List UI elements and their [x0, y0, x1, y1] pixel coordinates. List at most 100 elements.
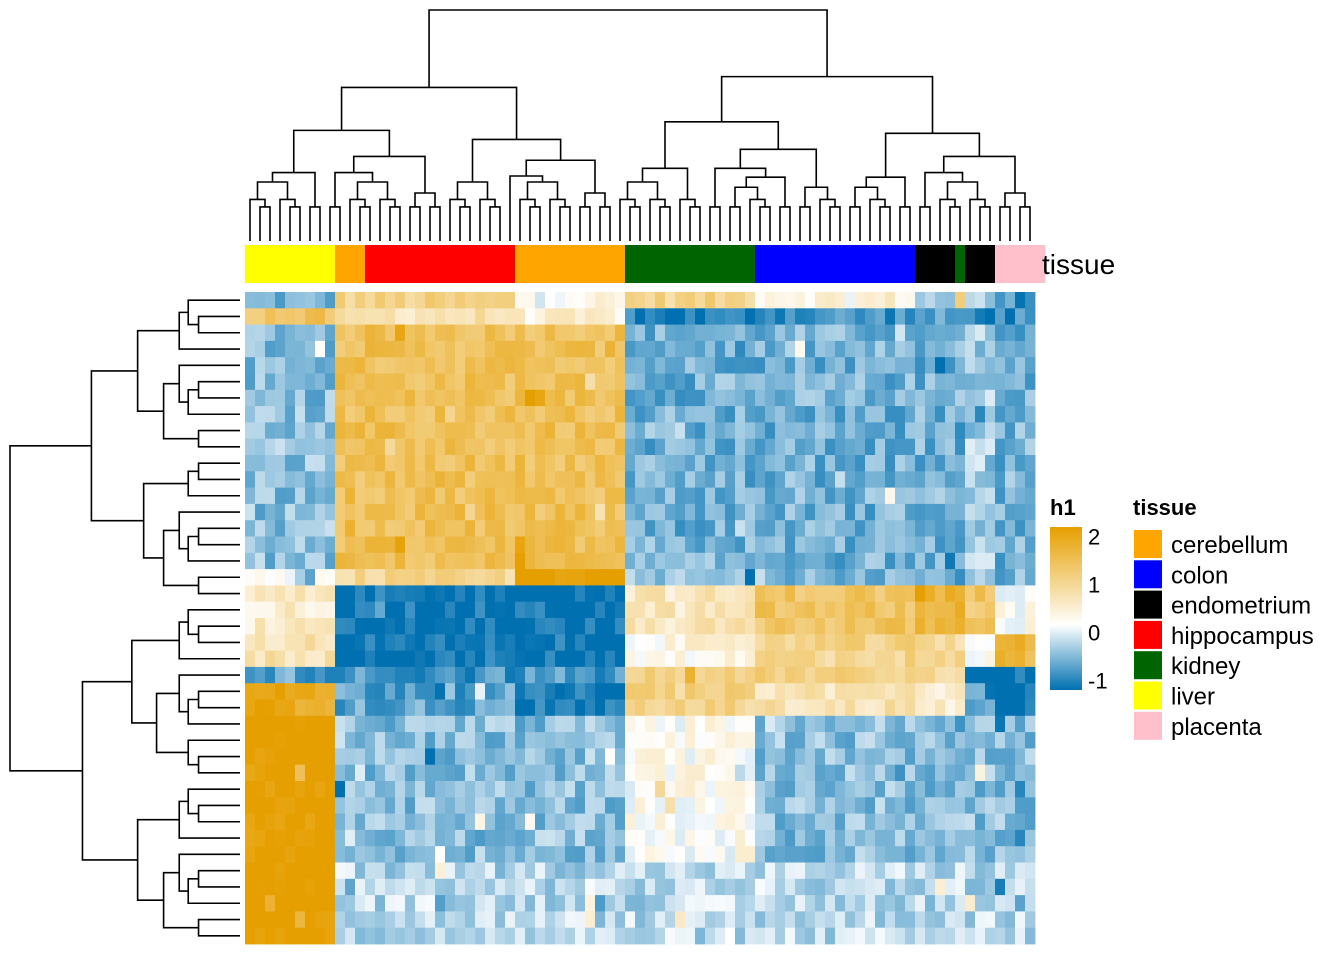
- heatmap-cell: [1005, 650, 1016, 668]
- heatmap-cell: [875, 373, 886, 391]
- heatmap-cell: [245, 895, 256, 912]
- heatmap-cell: [315, 683, 326, 700]
- heatmap-cell: [635, 781, 646, 798]
- heatmap-cell: [355, 552, 366, 570]
- heatmap-cell: [655, 292, 666, 309]
- heatmap-cell: [295, 666, 306, 684]
- heatmap-cell: [575, 618, 586, 635]
- heatmap-cell: [415, 455, 426, 472]
- legend-swatch-placenta: [1134, 711, 1162, 740]
- heatmap-cell: [835, 699, 846, 717]
- heatmap-cell: [365, 406, 376, 423]
- heatmap-cell: [405, 732, 416, 749]
- heatmap-cell: [885, 781, 896, 798]
- heatmap-cell: [695, 503, 706, 521]
- heatmap-cell: [395, 520, 406, 537]
- heatmap-cell: [305, 373, 316, 391]
- heatmap-cell: [305, 862, 316, 880]
- heatmap-cell: [875, 520, 886, 537]
- heatmap-cell: [455, 455, 466, 472]
- heatmap-cell: [635, 324, 646, 342]
- heatmap-cell: [745, 487, 756, 505]
- heatmap-cell: [665, 389, 676, 407]
- heatmap-cell: [335, 715, 346, 733]
- heatmap-cell: [1025, 520, 1036, 537]
- heatmap-cell: [1005, 634, 1016, 651]
- heatmap-cell: [525, 666, 536, 684]
- heatmap-cell: [985, 340, 996, 358]
- heatmap-cell: [295, 585, 306, 603]
- heatmap-cell: [975, 683, 986, 700]
- heatmap-cell: [955, 357, 966, 374]
- heatmap-cell: [385, 585, 396, 603]
- heatmap-cell: [755, 634, 766, 651]
- heatmap-cell: [455, 748, 466, 766]
- heatmap-cell: [245, 618, 256, 635]
- heatmap-cell: [515, 503, 526, 521]
- heatmap-cell: [905, 927, 916, 945]
- heatmap-cell: [795, 324, 806, 342]
- heatmap-cell: [415, 487, 426, 505]
- heatmap-cell: [855, 650, 866, 668]
- heatmap-cell: [665, 455, 676, 472]
- heatmap-cell: [875, 911, 886, 929]
- heatmap-cell: [915, 732, 926, 749]
- heatmap-cell: [445, 552, 456, 570]
- heatmap-cell: [805, 813, 816, 831]
- heatmap-cell: [755, 292, 766, 309]
- heatmap-cell: [495, 569, 506, 586]
- heatmap-cell: [715, 862, 726, 880]
- heatmap-cell: [825, 732, 836, 749]
- heatmap-cell: [375, 650, 386, 668]
- heatmap-cell: [865, 862, 876, 880]
- heatmap-cell: [385, 552, 396, 570]
- heatmap-cell: [645, 927, 656, 945]
- heatmap-cell: [915, 699, 926, 717]
- heatmap-cell: [755, 340, 766, 358]
- heatmap-cell: [1025, 683, 1036, 700]
- heatmap-cell: [395, 308, 406, 325]
- heatmap-cell: [785, 357, 796, 374]
- heatmap-cell: [1015, 715, 1026, 733]
- heatmap-cell: [845, 308, 856, 325]
- heatmap-cell: [425, 895, 436, 912]
- heatmap-cell: [485, 487, 496, 505]
- heatmap-cell: [945, 634, 956, 651]
- heatmap-cell: [445, 829, 456, 847]
- heatmap-cell: [665, 699, 676, 717]
- heatmap-cell: [265, 862, 276, 880]
- heatmap-cell: [375, 764, 386, 782]
- heatmap-cell: [765, 829, 776, 847]
- heatmap-cell: [375, 797, 386, 814]
- heatmap-cell: [625, 927, 636, 945]
- heatmap-cell: [365, 748, 376, 766]
- heatmap-cell: [525, 781, 536, 798]
- heatmap-cell: [345, 650, 356, 668]
- heatmap-cell: [405, 438, 416, 456]
- heatmap-cell: [435, 813, 446, 831]
- heatmap-cell: [295, 552, 306, 570]
- heatmap-cell: [245, 438, 256, 456]
- heatmap-cell: [385, 308, 396, 325]
- heatmap-cell: [635, 373, 646, 391]
- heatmap-cell: [825, 911, 836, 929]
- heatmap-cell: [365, 666, 376, 684]
- heatmap-cell: [735, 552, 746, 570]
- heatmap-cell: [435, 552, 446, 570]
- heatmap-cell: [635, 292, 646, 309]
- heatmap-cell: [365, 715, 376, 733]
- heatmap-cell: [325, 471, 336, 488]
- heatmap-cell: [795, 683, 806, 700]
- heatmap-cell: [735, 927, 746, 945]
- heatmap-cell: [615, 797, 626, 814]
- heatmap-cell: [815, 292, 826, 309]
- heatmap-cell: [865, 340, 876, 358]
- heatmap-cell: [585, 373, 596, 391]
- heatmap-cell: [775, 292, 786, 309]
- heatmap-cell: [525, 699, 536, 717]
- heatmap-cell: [695, 666, 706, 684]
- heatmap-cell: [585, 585, 596, 603]
- heatmap-cell: [855, 340, 866, 358]
- heatmap-cell: [375, 292, 386, 309]
- heatmap-cell: [955, 601, 966, 619]
